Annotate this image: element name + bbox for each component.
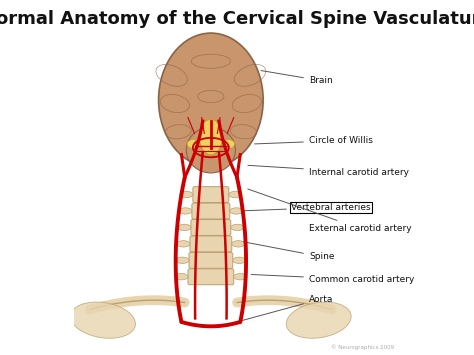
Text: Internal carotid artery: Internal carotid artery [248,165,409,177]
Ellipse shape [159,33,263,167]
Ellipse shape [187,140,199,148]
Ellipse shape [179,208,192,214]
FancyBboxPatch shape [190,236,232,252]
FancyBboxPatch shape [191,219,231,235]
Ellipse shape [176,257,189,263]
Text: © Neurographics 2009: © Neurographics 2009 [331,344,394,350]
Ellipse shape [230,208,243,214]
FancyBboxPatch shape [189,252,233,268]
Ellipse shape [231,224,244,230]
Text: External carotid artery: External carotid artery [248,189,411,233]
Ellipse shape [232,241,245,247]
FancyBboxPatch shape [188,269,234,285]
Ellipse shape [180,191,193,198]
Ellipse shape [178,224,191,230]
Text: Circle of Willis: Circle of Willis [255,136,373,145]
Text: Brain: Brain [261,71,333,85]
Text: Common carotid artery: Common carotid artery [251,274,414,284]
Text: Vertebral arteries: Vertebral arteries [241,203,371,212]
Ellipse shape [229,191,242,198]
Text: Spine: Spine [241,241,334,261]
Ellipse shape [234,274,247,280]
Ellipse shape [186,127,236,173]
Ellipse shape [175,274,188,280]
Text: Aorta: Aorta [233,295,333,323]
Ellipse shape [223,140,235,148]
FancyBboxPatch shape [192,203,230,219]
Ellipse shape [200,119,222,155]
Text: Normal Anatomy of the Cervical Spine Vasculature: Normal Anatomy of the Cervical Spine Vas… [0,10,474,28]
FancyBboxPatch shape [193,187,229,203]
Ellipse shape [233,257,246,263]
Ellipse shape [177,241,190,247]
Ellipse shape [286,302,351,338]
Ellipse shape [71,302,136,338]
